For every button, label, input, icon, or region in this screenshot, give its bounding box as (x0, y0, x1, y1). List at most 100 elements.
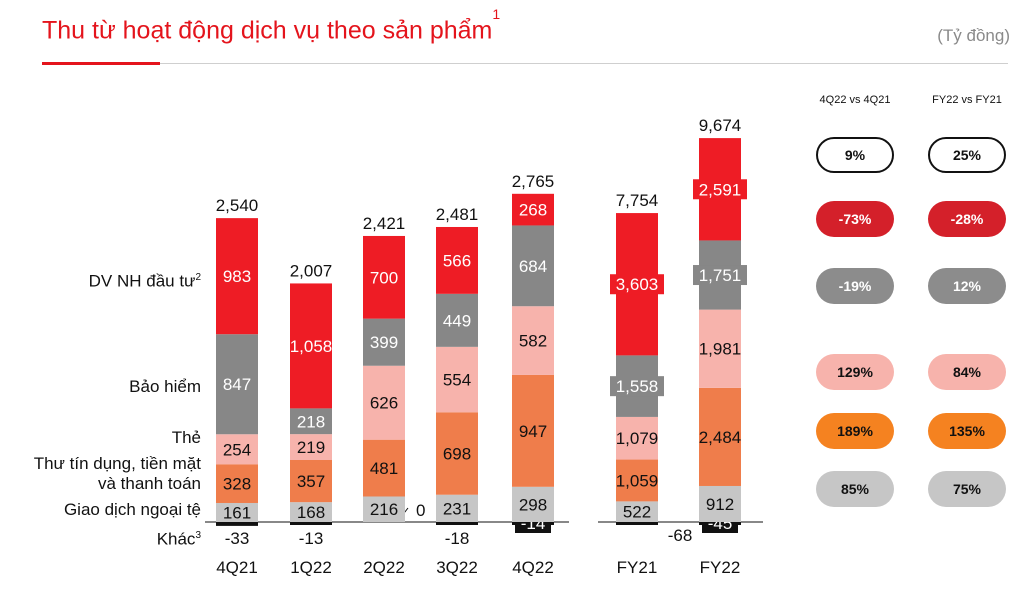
value-label: 231 (443, 499, 471, 518)
comparison-header-quarter: 4Q22 vs 4Q21 (819, 94, 891, 106)
comparison-pill-the-year: 84% (928, 354, 1006, 390)
bar-segment (616, 416, 658, 460)
bar-segment (436, 412, 478, 495)
value-label-box (610, 274, 664, 295)
value-label: 2,484 (699, 428, 742, 447)
bar-segment (363, 496, 405, 522)
page-title: Thu từ hoạt động dịch vụ theo sản phẩm1 (42, 6, 501, 45)
value-label-khac: -33 (225, 529, 250, 548)
x-tick-label: FY22 (700, 558, 741, 577)
x-tick-label: 4Q22 (512, 558, 554, 577)
x-tick-label: 2Q22 (363, 558, 405, 577)
bar-segment (290, 502, 332, 522)
value-label: 3,603 (616, 275, 659, 294)
comparison-pill-ngoai_te-year: 75% (928, 471, 1006, 507)
unit-label: (Tỷ đồng) (937, 26, 1010, 45)
total-label: 9,674 (699, 116, 742, 135)
title-footnote: 1 (492, 6, 501, 22)
value-label: 216 (370, 500, 398, 519)
bar-khac (290, 522, 332, 525)
total-label: 7,754 (616, 191, 659, 210)
bar-segment (363, 318, 405, 366)
total-label: 2,481 (436, 205, 479, 224)
total-label: 2,765 (512, 172, 555, 191)
comparison-pill-the-quarter: 129% (816, 354, 894, 390)
bar-segment (363, 439, 405, 497)
comparison-pill-bao_hiem-year: 12% (928, 268, 1006, 304)
bar-segment (436, 293, 478, 347)
value-label: 449 (443, 311, 471, 330)
value-label: 298 (519, 495, 547, 514)
value-label-khac: -18 (445, 529, 470, 548)
value-label-khac: -68 (668, 526, 693, 545)
bar-segment (216, 434, 258, 465)
value-label: 161 (223, 503, 251, 522)
bar-segment (290, 434, 332, 460)
category-label-thu-tin-dung: Thư tín dụng, tiền mặt và thanh toán (33, 454, 201, 493)
bar-segment (699, 309, 741, 388)
bar-segment (512, 193, 554, 226)
value-label: 1,981 (699, 340, 742, 359)
value-label-khac: -13 (299, 529, 324, 548)
comparison-pill-ngoai_te-quarter: 85% (816, 471, 894, 507)
value-label: 219 (297, 438, 325, 457)
title-accent-bar (42, 62, 160, 65)
comparison-header-year: FY22 vs FY21 (932, 94, 1002, 106)
value-label: 1,059 (616, 471, 659, 490)
value-label: 947 (519, 422, 547, 441)
x-tick-label: 4Q21 (216, 558, 258, 577)
value-label: 626 (370, 394, 398, 413)
category-label-the: Thẻ (171, 428, 201, 447)
value-label: 357 (297, 472, 325, 491)
total-label: 2,540 (216, 196, 259, 215)
bar-segment (616, 501, 658, 522)
stacked-bar-chart: -33 161 328 254 847 983 2,540 4Q21 -13 168 357 219 2… (205, 116, 763, 577)
value-label: 328 (223, 475, 251, 494)
bar-segment (512, 374, 554, 487)
x-tick-label: FY21 (617, 558, 658, 577)
value-label: 481 (370, 459, 398, 478)
bar-segment (512, 306, 554, 375)
value-label: 698 (443, 445, 471, 464)
value-label-khac: 0 (416, 501, 425, 520)
comparison-pill-total-quarter: 9% (816, 137, 894, 173)
value-label: 983 (223, 267, 251, 286)
total-label: 2,421 (363, 214, 406, 233)
value-label: 218 (297, 412, 325, 431)
title-divider (160, 63, 1008, 64)
value-label: 1,558 (616, 377, 659, 396)
comparison-pill-dv_nh-year: -28% (928, 201, 1006, 237)
value-label-box (693, 265, 747, 286)
bar-segment (512, 225, 554, 307)
value-label: 554 (443, 371, 471, 390)
bar-segment (616, 459, 658, 502)
category-label-dv-nh: DV NH đầu tư2 (88, 271, 201, 291)
bar-segment (363, 235, 405, 319)
value-label: 168 (297, 503, 325, 522)
value-label: 2,591 (699, 180, 742, 199)
bar-khac (616, 522, 658, 525)
category-label-bao-hiem: Bảo hiểm (129, 377, 201, 396)
value-label: 399 (370, 333, 398, 352)
bar-segment (699, 485, 741, 522)
bar-segment (290, 283, 332, 409)
bar-segment (216, 218, 258, 335)
bar-segment (290, 408, 332, 435)
value-label: 582 (519, 332, 547, 351)
value-label: 522 (623, 503, 651, 522)
comparison-pill-thu_tin_dung-year: 135% (928, 413, 1006, 449)
x-tick-label: 3Q22 (436, 558, 478, 577)
comparison-pill-dv_nh-quarter: -73% (816, 201, 894, 237)
value-label: 268 (519, 201, 547, 220)
value-label-box (610, 376, 664, 397)
bar-segment (216, 334, 258, 435)
value-label: 847 (223, 375, 251, 394)
bar-segment (436, 226, 478, 294)
bar-khac (436, 522, 478, 525)
bar-segment (216, 464, 258, 503)
total-label: 2,007 (290, 261, 333, 280)
comparison-pill-thu_tin_dung-quarter: 189% (816, 413, 894, 449)
bar-segment (363, 365, 405, 440)
bar-segment (290, 459, 332, 503)
value-label: 254 (223, 440, 251, 459)
